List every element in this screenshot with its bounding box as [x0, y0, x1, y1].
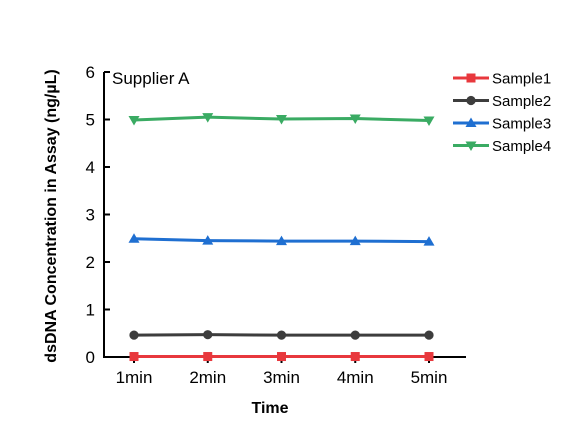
chart-title: Supplier A — [112, 69, 190, 88]
legend-label: Sample4 — [492, 138, 551, 155]
y-tick-label: 0 — [86, 348, 95, 367]
legend-label: Sample1 — [492, 71, 551, 88]
series-sample1 — [130, 352, 434, 361]
x-tick-label: 3min — [263, 368, 300, 387]
legend-marker — [467, 74, 476, 83]
data-point — [203, 352, 212, 361]
y-tick-label: 3 — [86, 206, 95, 225]
legend-item: Sample2 — [453, 93, 551, 110]
legend: Sample1 Sample2 Sample3 Sample4 — [453, 71, 551, 156]
x-tick-label: 1min — [116, 368, 153, 387]
y-tick-label: 6 — [86, 63, 95, 82]
legend-label: Sample3 — [492, 116, 551, 133]
y-tick-label: 4 — [86, 158, 95, 177]
legend-label: Sample2 — [492, 93, 551, 110]
y-tick-label: 2 — [86, 253, 95, 272]
y-tick-label: 1 — [86, 301, 95, 320]
data-point — [203, 330, 212, 339]
data-point — [130, 352, 139, 361]
data-point — [277, 352, 286, 361]
x-tick-label: 5min — [411, 368, 448, 387]
series-sample4 — [129, 113, 435, 126]
data-point — [351, 352, 360, 361]
data-point — [425, 352, 434, 361]
series-sample2 — [129, 330, 433, 340]
series-layer — [129, 113, 435, 361]
legend-marker — [466, 96, 475, 105]
data-point — [129, 331, 138, 340]
legend-item: Sample3 — [453, 116, 551, 133]
legend-item: Sample1 — [453, 71, 551, 88]
x-axis-title: Time — [251, 400, 288, 417]
x-tick-label: 4min — [337, 368, 374, 387]
legend-item: Sample4 — [453, 138, 551, 155]
data-point — [277, 331, 286, 340]
data-point — [424, 331, 433, 340]
axes: 0 1 2 3 4 5 6 1min 2min 3min 4min 5min — [86, 63, 466, 387]
y-tick-label: 5 — [86, 111, 95, 130]
series-sample3 — [129, 233, 435, 245]
y-axis-title: dsDNA Concentration in Assay (ng/µL) — [43, 69, 60, 362]
data-point — [351, 331, 360, 340]
x-tick-label: 2min — [189, 368, 226, 387]
